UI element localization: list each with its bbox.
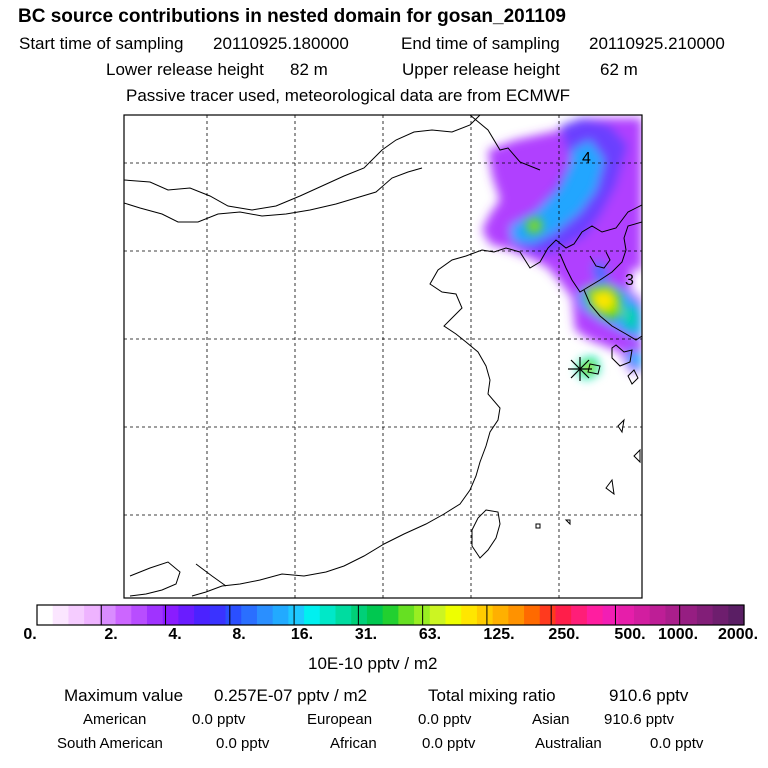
- colorbar-cell: [476, 605, 494, 625]
- start-time-label: Start time of sampling: [19, 34, 184, 53]
- colorbar-tick: 125.: [483, 626, 515, 643]
- colorbar-tick: 31.: [354, 626, 378, 643]
- colorbar-tick: 8.: [232, 626, 246, 643]
- colorbar-cell: [492, 605, 509, 625]
- colorbar-cell: [304, 605, 321, 625]
- colorbar-cell: [178, 605, 195, 625]
- colorbar-cell: [571, 605, 588, 625]
- lower-release-label: Lower release height: [106, 60, 264, 79]
- colorbar-tick: 500.: [614, 626, 646, 643]
- region-value: 910.6 pptv: [604, 711, 675, 728]
- plot-title: BC source contributions in nested domain…: [18, 6, 566, 27]
- colorbar-cell: [398, 605, 415, 625]
- receptor-star-icon: [568, 357, 592, 381]
- region-value: 0.0 pptv: [422, 735, 476, 752]
- colorbar-cell: [712, 605, 729, 625]
- colorbar-cell: [68, 605, 85, 625]
- tracer-note: Passive tracer used, meteorological data…: [126, 86, 571, 105]
- max-value: 0.257E-07 pptv / m2: [214, 686, 368, 705]
- region-value: 0.0 pptv: [418, 711, 472, 728]
- colorbar-cell: [335, 605, 352, 625]
- region-name: European: [307, 711, 373, 728]
- colorbar-cell: [445, 605, 462, 625]
- colorbar-cell: [52, 605, 70, 625]
- colorbar-cell: [37, 605, 54, 625]
- coastlines: [124, 115, 642, 597]
- start-time-value: 20110925.180000: [213, 34, 349, 53]
- colorbar-cell: [366, 605, 384, 625]
- upper-release-label: Upper release height: [402, 60, 560, 79]
- colorbar-cell: [115, 605, 132, 625]
- colorbar-cell: [681, 605, 698, 625]
- colorbar-cell: [728, 605, 745, 625]
- colorbar-cell: [225, 605, 242, 625]
- colorbar-cell: [508, 605, 525, 625]
- total-mixing-value: 910.6 pptv: [609, 686, 689, 705]
- colorbar-cell: [429, 605, 447, 625]
- colorbar-cell: [539, 605, 557, 625]
- colorbar-cell: [146, 605, 164, 625]
- colorbar-cell: [162, 605, 179, 625]
- colorbar-cell: [634, 605, 651, 625]
- max-value-label: Maximum value: [64, 686, 184, 705]
- map-frame: [123, 114, 643, 599]
- region-value: 0.0 pptv: [216, 735, 270, 752]
- colorbar-tick: 2000.: [717, 626, 759, 643]
- colorbar-cell: [99, 605, 117, 625]
- colorbar-cell: [209, 605, 227, 625]
- region-value: 0.0 pptv: [650, 735, 704, 752]
- colorbar-cell: [272, 605, 289, 625]
- colorbar-cell: [649, 605, 667, 625]
- colorbar-cell: [461, 605, 478, 625]
- colorbar-cell: [319, 605, 337, 625]
- region-name: African: [330, 735, 377, 752]
- end-time-value: 20110925.210000: [589, 34, 725, 53]
- region-value: 0.0 pptv: [192, 711, 246, 728]
- colorbar-tick: 0.: [23, 626, 37, 643]
- colorbar-tick: 63.: [418, 626, 442, 643]
- end-time-label: End time of sampling: [401, 34, 560, 53]
- lower-release-value: 82 m: [290, 60, 328, 79]
- region-name: Asian: [532, 711, 570, 728]
- colorbar-cell: [586, 605, 604, 625]
- colorbar-tick: 1000.: [657, 626, 699, 643]
- colorbar-cell: [241, 605, 258, 625]
- contour-label-4: 4: [582, 150, 591, 167]
- region-name: American: [83, 711, 147, 728]
- contour-label-3: 3: [625, 272, 634, 289]
- colorbar-cell: [194, 605, 211, 625]
- lat-lon-grid: [124, 115, 642, 598]
- colorbar-cell: [288, 605, 305, 625]
- colorbar-cell: [131, 605, 148, 625]
- colorbar-separators: [100, 605, 681, 625]
- colorbar-cell: [602, 605, 619, 625]
- colorbar-cell: [555, 605, 572, 625]
- colorbar-cell: [524, 605, 541, 625]
- colorbar: [37, 605, 745, 625]
- colorbar-cell: [84, 605, 101, 625]
- colorbar-tick: 4.: [168, 626, 182, 643]
- colorbar-cell: [351, 605, 368, 625]
- upper-release-value: 62 m: [600, 60, 638, 79]
- colorbar-cell: [256, 605, 274, 625]
- colorbar-cell: [665, 605, 682, 625]
- colorbar-units: 10E-10 pptv / m2: [308, 654, 438, 673]
- colorbar-tick: 16.: [290, 626, 314, 643]
- colorbar-cell: [382, 605, 399, 625]
- region-name: South American: [57, 735, 163, 752]
- colorbar-tick: 250.: [548, 626, 580, 643]
- colorbar-cell: [618, 605, 635, 625]
- colorbar-frame: [36, 604, 745, 626]
- colorbar-cell: [696, 605, 714, 625]
- total-mixing-label: Total mixing ratio: [428, 686, 556, 705]
- concentration-field: [482, 118, 642, 380]
- colorbar-tick: 2.: [104, 626, 118, 643]
- region-name: Australian: [535, 735, 602, 752]
